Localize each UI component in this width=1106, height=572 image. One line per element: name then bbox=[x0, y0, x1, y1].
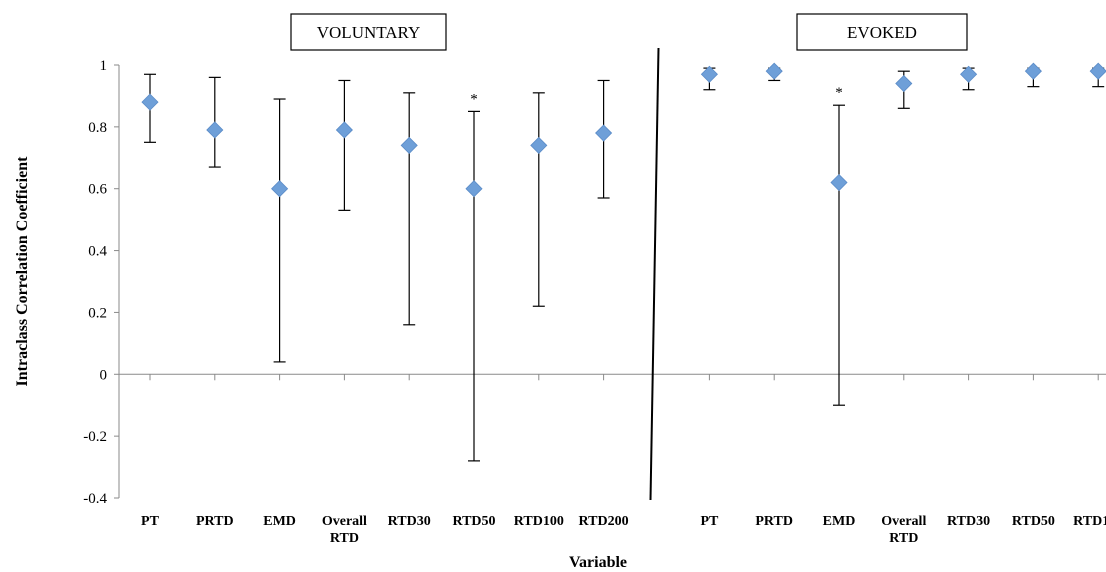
x-category-label: RTD50 bbox=[452, 514, 495, 529]
y-tick-label: 1 bbox=[100, 58, 108, 74]
data-point-marker bbox=[895, 74, 913, 93]
group-label: VOLUNTARY bbox=[317, 23, 420, 42]
x-category-label: PT bbox=[141, 514, 160, 529]
significance-annotation: * bbox=[835, 85, 843, 101]
x-category-label: PT bbox=[700, 514, 719, 529]
x-category-label: RTD100 bbox=[1073, 514, 1106, 529]
marks-layer bbox=[141, 62, 1106, 462]
x-category-label: RTD bbox=[889, 531, 918, 546]
x-category-label: Overall bbox=[322, 514, 367, 529]
data-point-marker bbox=[595, 124, 613, 142]
y-tick-label: -0.2 bbox=[83, 429, 107, 445]
data-point-marker bbox=[465, 180, 483, 198]
x-category-label: EMD bbox=[823, 514, 856, 529]
y-axis-title: Intraclass Correlation Coefficient bbox=[14, 156, 31, 387]
data-point-marker bbox=[335, 121, 353, 139]
data-point-marker bbox=[530, 136, 548, 154]
x-category-label: PRTD bbox=[196, 514, 234, 529]
significance-annotation: * bbox=[470, 91, 478, 107]
group-label-box bbox=[290, 13, 447, 51]
y-tick-label: 0.6 bbox=[88, 182, 107, 198]
data-point-marker bbox=[1089, 62, 1106, 80]
data-point-marker bbox=[141, 93, 159, 111]
data-point-marker bbox=[765, 62, 783, 80]
x-category-label: RTD50 bbox=[1012, 514, 1055, 529]
data-point-marker bbox=[271, 180, 289, 198]
data-point-marker bbox=[400, 136, 418, 154]
y-tick-label: -0.4 bbox=[83, 491, 107, 507]
x-category-label: RTD30 bbox=[388, 514, 431, 529]
group-divider-line bbox=[649, 47, 660, 501]
group-label: EVOKED bbox=[847, 23, 917, 42]
x-category-label: RTD100 bbox=[514, 514, 564, 529]
x-category-label: RTD bbox=[330, 531, 359, 546]
y-tick-label: 0.8 bbox=[88, 120, 107, 136]
data-point-marker bbox=[206, 121, 224, 139]
data-point-marker bbox=[700, 65, 718, 83]
x-category-label: RTD30 bbox=[947, 514, 990, 529]
data-point-marker bbox=[1024, 62, 1042, 80]
x-category-label: Overall bbox=[881, 514, 926, 529]
x-category-label: EMD bbox=[263, 514, 296, 529]
y-tick-label: 0 bbox=[100, 367, 108, 383]
axes-layer bbox=[114, 13, 1106, 501]
x-category-label: RTD200 bbox=[579, 514, 629, 529]
x-axis-title: Variable bbox=[569, 554, 627, 571]
data-point-marker bbox=[960, 65, 978, 83]
text-layer: -0.4 -0.2 0 0.2 0.4 0.6 0.8 1 PT PRTD EMD Overall RT… bbox=[14, 23, 1106, 571]
group-label-box bbox=[796, 13, 968, 51]
data-point-marker bbox=[830, 173, 848, 192]
x-category-label: PRTD bbox=[755, 514, 793, 529]
y-tick-label: 0.4 bbox=[88, 244, 107, 260]
y-tick-label: 0.2 bbox=[88, 305, 107, 321]
